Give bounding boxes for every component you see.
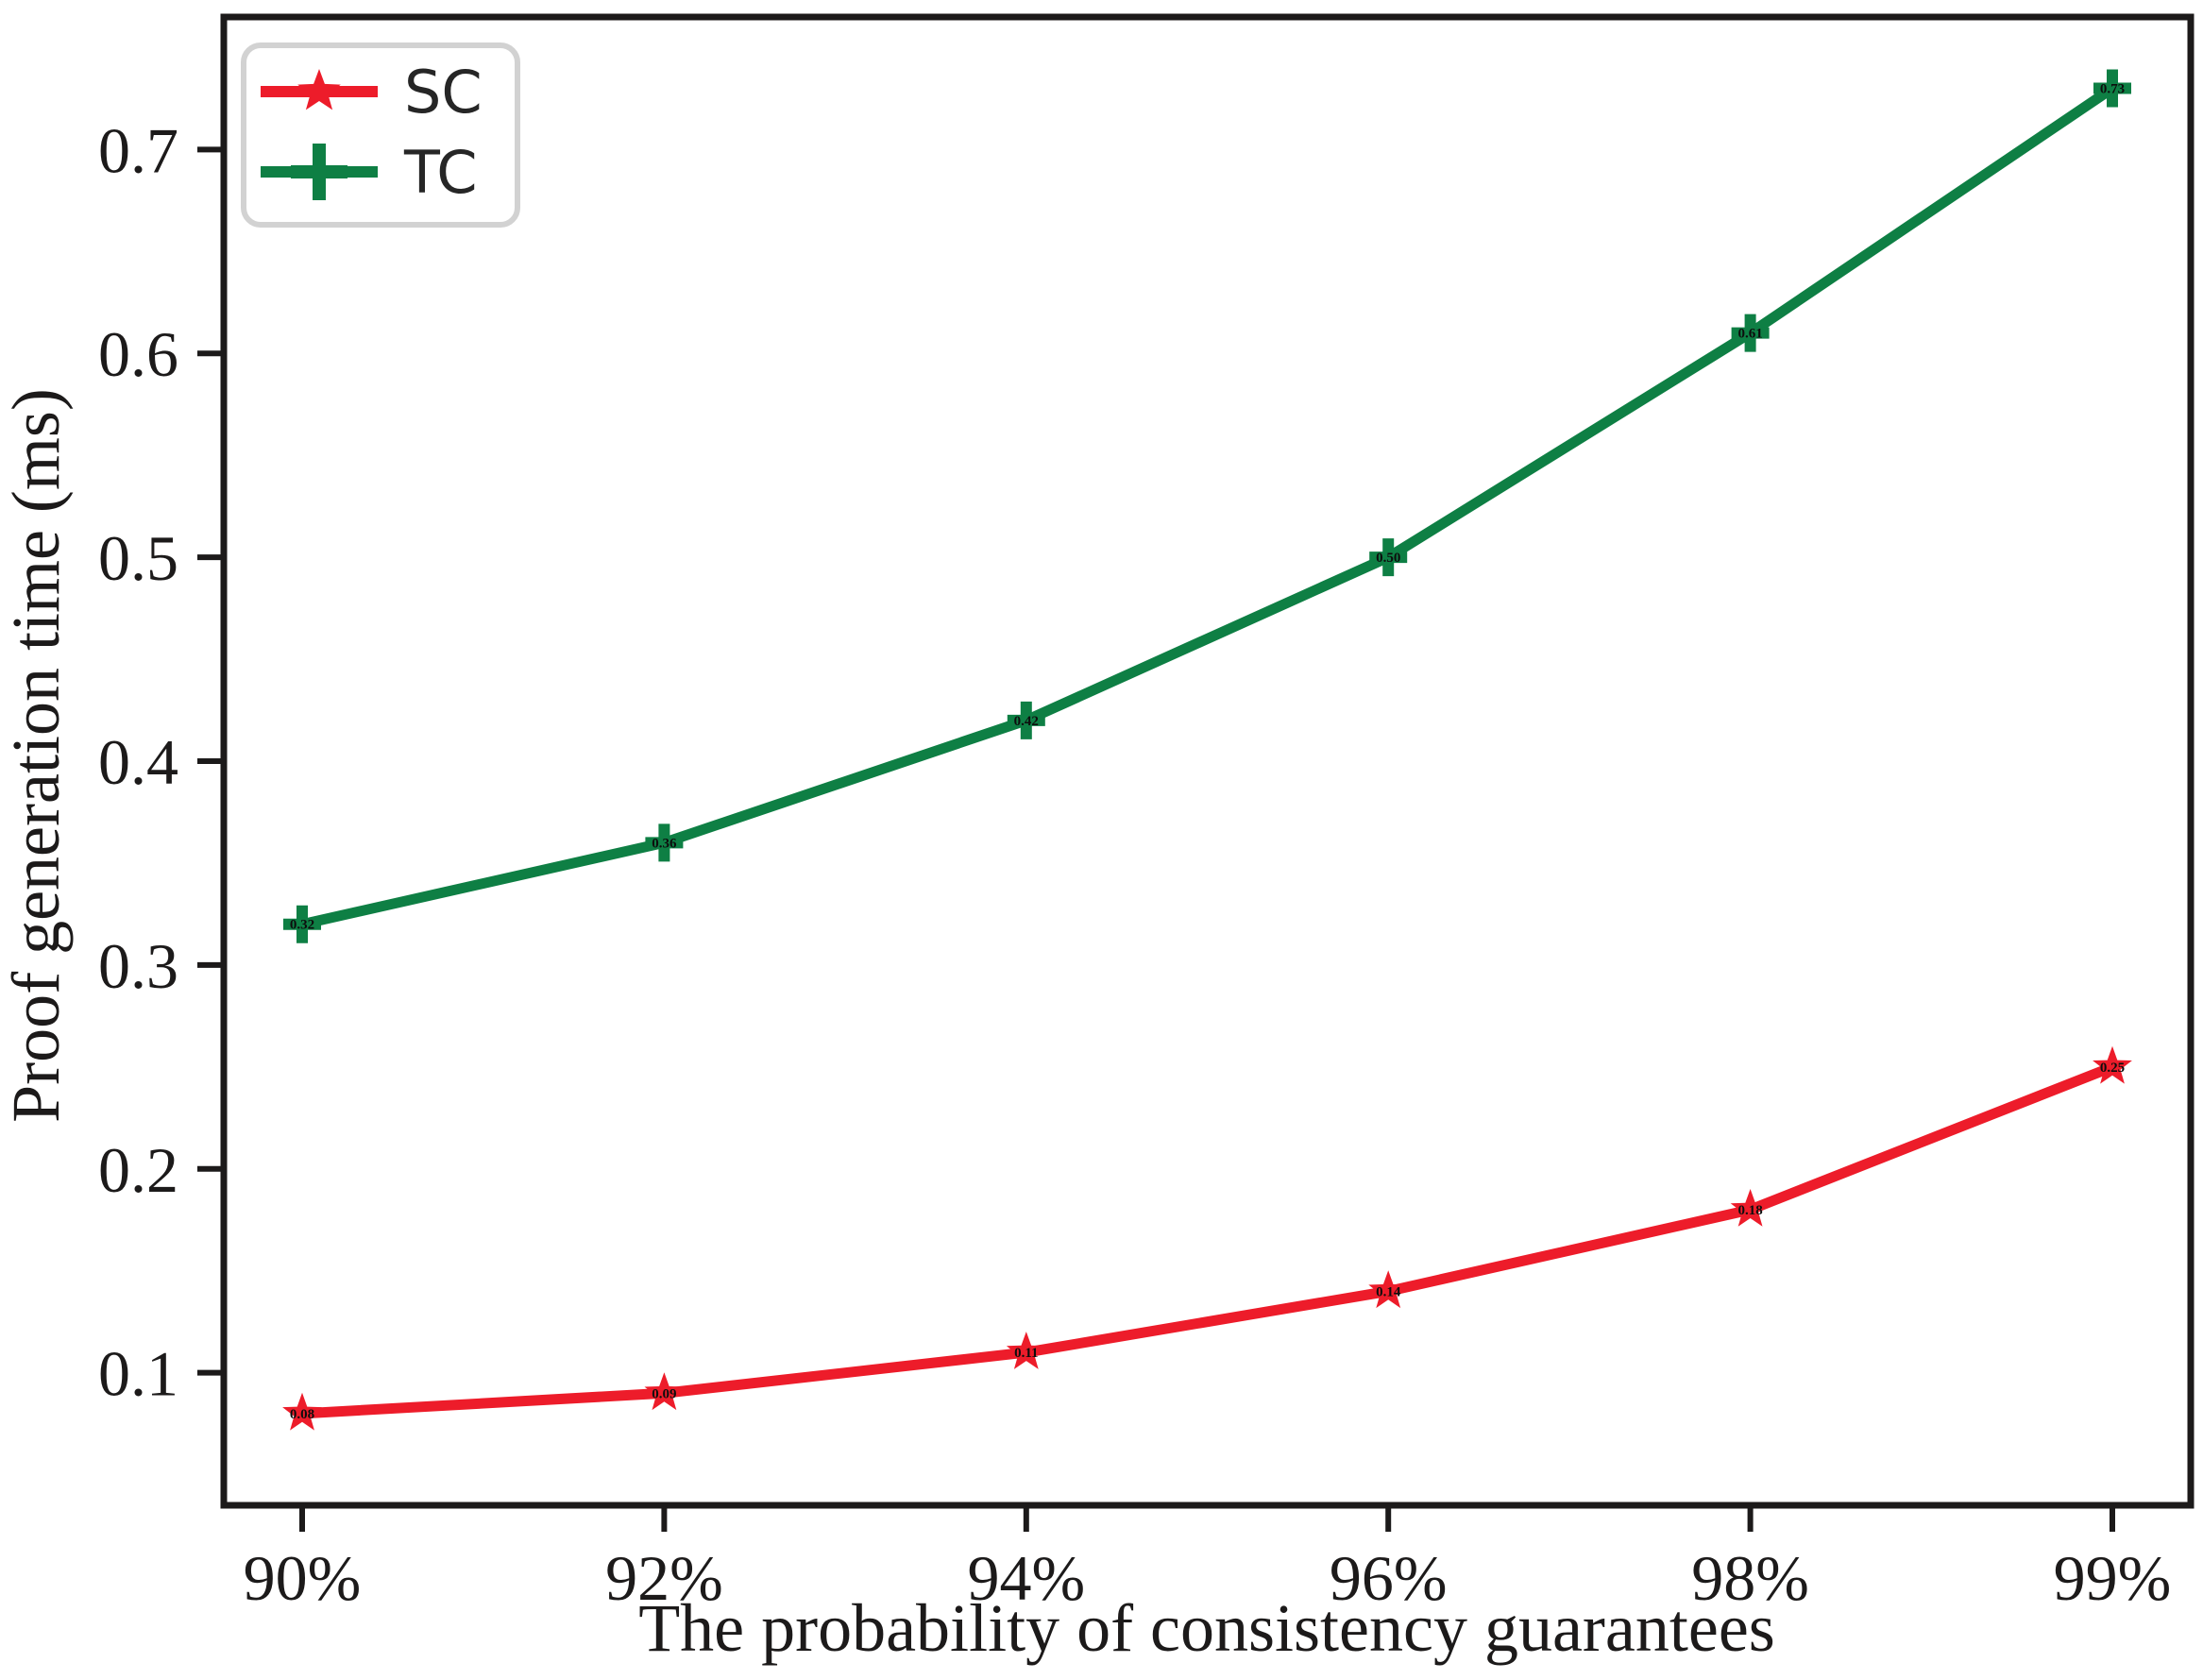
point-value-label: 0.08 bbox=[290, 1407, 314, 1422]
point-value-label: 0.25 bbox=[2100, 1061, 2125, 1076]
star-marker bbox=[2093, 1045, 2132, 1084]
point-value-label: 0.73 bbox=[2100, 82, 2125, 97]
plus-marker bbox=[1007, 701, 1045, 739]
point-value-label: 0.61 bbox=[1737, 327, 1762, 342]
point-value-label: 0.50 bbox=[1376, 551, 1400, 566]
star-marker bbox=[644, 1372, 685, 1411]
x-tick-label: 98% bbox=[1691, 1542, 1809, 1614]
y-tick-label: 0.6 bbox=[98, 318, 178, 390]
x-tick-label: 99% bbox=[2054, 1542, 2172, 1614]
x-tick-label: 96% bbox=[1330, 1542, 1448, 1614]
y-tick-label: 0.2 bbox=[98, 1134, 178, 1206]
star-marker bbox=[1006, 1332, 1046, 1369]
y-tick-label: 0.4 bbox=[98, 726, 178, 798]
x-tick-label: 92% bbox=[605, 1542, 723, 1614]
y-axis-title: Proof generation time (ms) bbox=[0, 388, 74, 1123]
point-value-label: 0.36 bbox=[652, 836, 677, 851]
x-axis-title: The probability of consistency guarantee… bbox=[638, 1590, 1775, 1666]
plus-marker bbox=[1731, 314, 1770, 352]
series-line-sc bbox=[297, 1061, 2118, 1419]
y-tick-label: 0.5 bbox=[98, 522, 178, 594]
plus-marker bbox=[283, 905, 321, 943]
star-marker bbox=[1368, 1270, 1409, 1309]
legend-label-sc: SC bbox=[404, 58, 483, 127]
plus-marker bbox=[645, 823, 684, 862]
star-marker bbox=[1730, 1189, 1771, 1227]
y-tick-label: 0.1 bbox=[98, 1338, 178, 1410]
x-tick-label: 94% bbox=[967, 1542, 1085, 1614]
plus-marker bbox=[2093, 69, 2131, 108]
point-value-label: 0.32 bbox=[290, 918, 314, 933]
point-value-label: 0.09 bbox=[652, 1386, 676, 1401]
x-tick-label: 90% bbox=[244, 1542, 362, 1614]
star-marker bbox=[282, 1392, 322, 1431]
point-value-label: 0.42 bbox=[1014, 714, 1039, 729]
y-tick-label: 0.7 bbox=[98, 114, 178, 186]
point-value-label: 0.18 bbox=[1737, 1203, 1762, 1218]
y-tick-label: 0.3 bbox=[98, 930, 178, 1002]
point-value-label: 0.11 bbox=[1014, 1346, 1038, 1361]
legend-label-tc: TC bbox=[403, 138, 478, 207]
legend-star-marker-icon bbox=[297, 69, 341, 110]
legend-plus-marker-icon bbox=[291, 144, 347, 200]
point-value-label: 0.14 bbox=[1376, 1284, 1401, 1299]
plus-marker bbox=[1369, 538, 1408, 577]
series-line-tc bbox=[297, 83, 2118, 930]
